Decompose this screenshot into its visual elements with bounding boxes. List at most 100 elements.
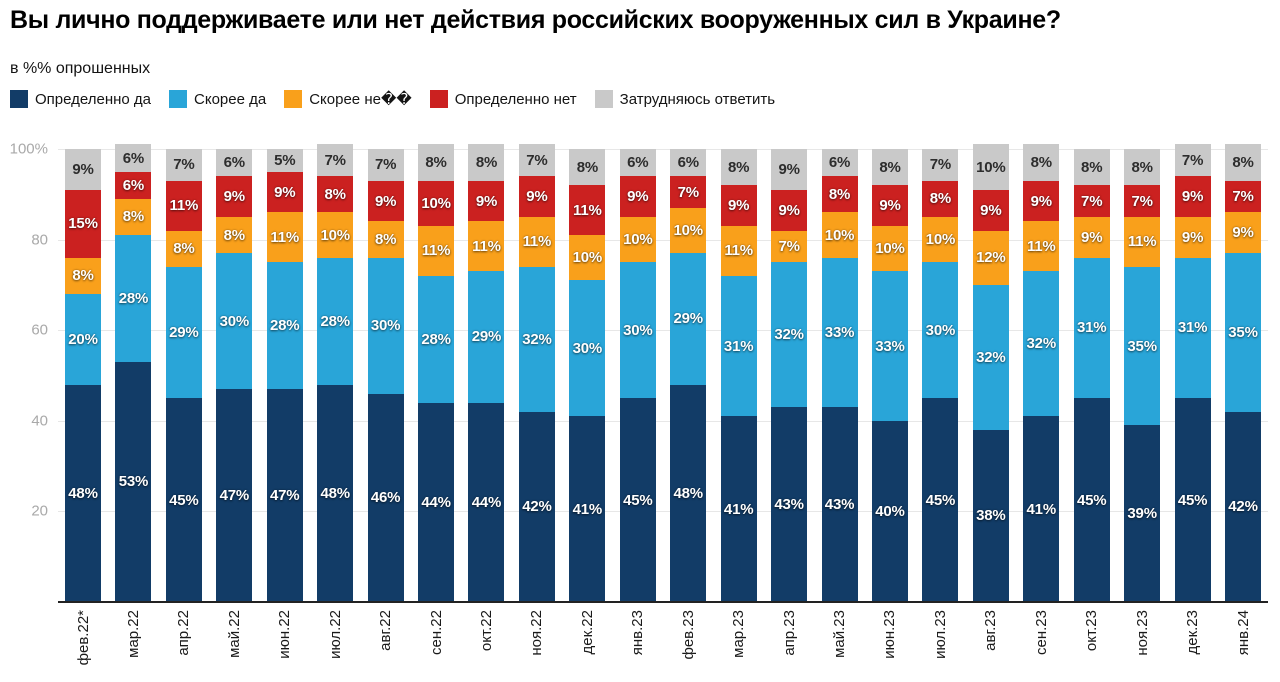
segment-value-label: 7% <box>374 156 397 174</box>
segment-value-label: 42% <box>522 498 552 516</box>
segment-value-label: 7% <box>526 151 548 169</box>
bar-segment: 8% <box>720 149 757 186</box>
bar-segment: 8% <box>165 230 202 267</box>
bar-segment: 10% <box>619 216 656 263</box>
bar-segment: 45% <box>1073 398 1110 602</box>
segment-value-label: 9% <box>526 188 548 206</box>
bar-segment: 45% <box>922 398 959 602</box>
bar-segment: 32% <box>518 266 555 412</box>
bar-segment: 10% <box>922 216 959 263</box>
segment-value-label: 30% <box>219 312 250 330</box>
legend-swatch <box>594 90 613 108</box>
stacked-bar: 7% 9% 8% 30% 46% <box>367 149 404 602</box>
bar-segment: 31% <box>1174 257 1211 399</box>
bar-segment: 11% <box>720 226 757 276</box>
segment-value-label: 10% <box>320 226 350 244</box>
x-axis-label: июн.22 <box>276 610 294 659</box>
bar-segment: 8% <box>1073 149 1110 186</box>
gridline <box>58 420 1268 422</box>
segment-value-label: 9% <box>778 160 800 178</box>
bar-segment: 29% <box>468 271 505 403</box>
x-axis-line <box>58 601 1268 603</box>
segment-value-label: 9% <box>980 201 1002 219</box>
bar-segment: 30% <box>216 253 253 390</box>
bar-segment: 42% <box>518 411 555 602</box>
bar-segment: 8% <box>418 144 455 181</box>
stacked-bar: 8% 9% 11% 32% 41% <box>1023 144 1060 602</box>
stacked-bar: 6% 7% 10% 29% 48% <box>670 149 707 602</box>
segment-value-label: 8% <box>728 158 750 176</box>
bar-segment: 31% <box>1073 257 1110 399</box>
legend: Определенно да Скорее да Скорее не�� Опреде… <box>10 90 775 108</box>
bar-segment: 6% <box>115 144 152 172</box>
segment-value-label: 10% <box>673 222 703 240</box>
bar-segment: 31% <box>720 275 757 417</box>
bar-segment: 42% <box>1225 411 1261 602</box>
segment-value-label: 8% <box>1232 154 1254 172</box>
x-axis-label: окт.23 <box>1083 610 1101 652</box>
stacked-bar: 8% 7% 9% 31% 45% <box>1073 149 1110 602</box>
bar-segment: 8% <box>821 176 858 213</box>
segment-value-label: 10% <box>623 231 653 249</box>
segment-value-label: 11% <box>522 233 552 251</box>
bar-segment: 7% <box>922 149 959 181</box>
segment-value-label: 48% <box>673 484 703 502</box>
bar-segment: 15% <box>65 189 101 258</box>
bar-segment: 7% <box>367 149 404 181</box>
bar-segment: 7% <box>1124 185 1161 217</box>
bar-segment: 9% <box>771 189 808 231</box>
bar-segment: 12% <box>972 230 1009 285</box>
stacked-bar: 6% 8% 10% 33% 43% <box>821 149 858 602</box>
y-axis-tick-label: 20 <box>31 502 48 520</box>
bar-segment: 9% <box>1073 216 1110 258</box>
bar-segment: 11% <box>165 180 202 231</box>
bar-segment: 7% <box>670 176 707 208</box>
bar-segment: 6% <box>821 149 858 177</box>
segment-value-label: 7% <box>677 183 699 201</box>
x-axis-label: сен.22 <box>427 610 445 655</box>
segment-value-label: 35% <box>1228 323 1258 341</box>
bar-segment: 30% <box>569 280 606 417</box>
bar-segment: 9% <box>771 149 808 190</box>
legend-item-label: Определенно да <box>35 90 152 108</box>
bar-segment: 11% <box>518 216 555 267</box>
segment-value-label: 39% <box>1127 505 1157 523</box>
bar-segment: 38% <box>972 429 1009 602</box>
segment-value-label: 8% <box>72 267 94 285</box>
bar-segment: 8% <box>317 176 354 213</box>
segment-value-label: 11% <box>421 242 451 260</box>
x-axis-label: дек.23 <box>1184 610 1202 655</box>
bar-segment: 7% <box>1073 185 1110 217</box>
segment-value-label: 9% <box>627 188 649 206</box>
bar-segment: 9% <box>1174 216 1211 258</box>
bar-segment: 9% <box>619 176 656 217</box>
chart-title: Вы лично поддерживаете или нет действия … <box>10 6 1061 34</box>
bar-segment: 33% <box>821 257 858 408</box>
bar-segment: 28% <box>266 262 303 390</box>
stacked-bar: 8% 9% 10% 33% 40% <box>871 149 908 602</box>
bar-segment: 10% <box>569 235 606 281</box>
segment-value-label: 11% <box>573 201 602 219</box>
bar-segment: 39% <box>1124 425 1161 602</box>
segment-value-label: 48% <box>68 484 98 502</box>
x-axis-label: мар.22 <box>124 610 142 658</box>
segment-value-label: 9% <box>1232 224 1254 242</box>
stacked-bar: 6% 9% 8% 30% 47% <box>216 149 253 602</box>
bar-segment: 8% <box>216 216 253 254</box>
segment-value-label: 8% <box>828 185 851 203</box>
segment-value-label: 8% <box>374 231 397 249</box>
bar-segment: 9% <box>216 176 253 217</box>
segment-value-label: 7% <box>1232 188 1254 206</box>
segment-value-label: 45% <box>1177 491 1208 509</box>
segment-value-label: 40% <box>875 502 905 520</box>
segment-value-label: 9% <box>879 197 901 215</box>
bar-segment: 32% <box>771 262 808 408</box>
segment-value-label: 42% <box>1228 498 1258 516</box>
x-axis-label: фев.22* <box>74 610 92 666</box>
bar-segment: 10% <box>821 212 858 258</box>
stacked-bar: 5% 9% 11% 28% 47% <box>266 149 303 602</box>
segment-value-label: 9% <box>1081 228 1103 246</box>
x-axis-label: янв.24 <box>1234 610 1252 656</box>
bar-segment: 44% <box>418 402 455 602</box>
bar-segment: 47% <box>266 389 303 602</box>
